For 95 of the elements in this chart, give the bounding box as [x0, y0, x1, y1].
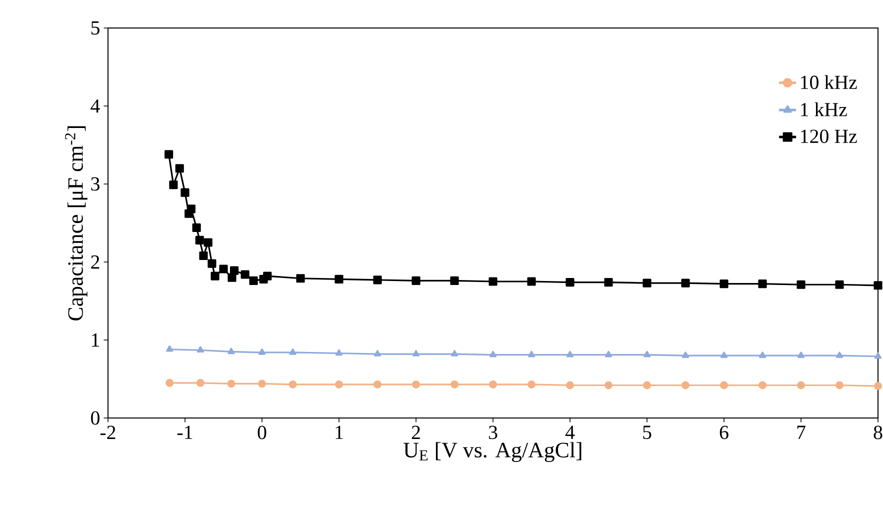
point [450, 350, 458, 356]
point [227, 380, 236, 388]
point [527, 277, 536, 286]
point [758, 280, 767, 288]
point [836, 352, 844, 358]
x-tick-label: -2 [100, 426, 116, 439]
point [192, 223, 201, 232]
point [228, 273, 236, 282]
x-tick-label: 1 [336, 426, 343, 439]
point [720, 280, 728, 288]
point [240, 270, 250, 279]
point [489, 380, 497, 388]
point [210, 272, 220, 280]
point [450, 380, 458, 388]
point [374, 350, 382, 356]
point [566, 278, 574, 287]
point [797, 381, 805, 390]
point [373, 276, 382, 284]
point [263, 272, 272, 280]
x-tick-label: 4 [565, 426, 575, 439]
point [196, 346, 204, 353]
point [196, 378, 204, 387]
point [195, 236, 204, 244]
x-tick-label: 5 [643, 426, 652, 440]
point [682, 352, 690, 358]
point [835, 280, 844, 289]
x-tick-label: 7 [797, 426, 806, 439]
point [180, 188, 190, 197]
x-tick-label: 6 [720, 426, 728, 440]
point [874, 382, 882, 390]
point [412, 350, 420, 356]
point [528, 350, 536, 358]
point [335, 380, 343, 388]
y-axis-title: Capacitance [μF cm$^{-2}$] [65, 126, 88, 320]
point [566, 350, 574, 358]
point [528, 380, 536, 388]
point [796, 280, 806, 289]
point [204, 238, 212, 247]
point [175, 164, 184, 173]
point [450, 276, 459, 286]
legend-label: 1 kHz [801, 102, 847, 116]
point [797, 352, 805, 358]
legend-label: 120 Hz [801, 130, 857, 144]
point [164, 150, 174, 159]
x-tick-label: 2 [412, 426, 420, 439]
point [642, 278, 652, 288]
point [228, 348, 235, 354]
point [681, 278, 690, 288]
point [412, 380, 420, 388]
x-tick-label: -1 [177, 426, 192, 439]
point [249, 276, 258, 286]
y-tick-label: 3 [91, 177, 100, 191]
point [758, 352, 766, 358]
point [643, 350, 651, 358]
legend-label: 10 kHz [801, 75, 857, 90]
point [230, 266, 239, 275]
point [288, 380, 297, 388]
y-tick-label: 1 [92, 333, 100, 347]
point [720, 381, 728, 390]
point [412, 276, 420, 286]
point [720, 352, 728, 358]
point [186, 204, 196, 214]
point [166, 378, 174, 387]
point [208, 259, 216, 268]
point [682, 381, 690, 390]
point [489, 350, 497, 358]
point [334, 274, 344, 284]
x-tick-label: 8 [874, 426, 882, 440]
point [166, 345, 174, 352]
point [836, 381, 844, 390]
y-tick-label: 5 [91, 21, 100, 35]
point [604, 381, 612, 390]
point [758, 381, 766, 390]
point [335, 349, 343, 356]
point [374, 380, 382, 388]
x-tick-label: 3 [488, 426, 498, 440]
point [874, 352, 882, 359]
point [219, 264, 228, 274]
point [604, 278, 613, 287]
point [604, 350, 612, 358]
point [643, 381, 651, 390]
point [199, 251, 208, 260]
point [566, 381, 574, 390]
y-tick-label: 0 [91, 411, 100, 425]
point [289, 348, 296, 355]
point [874, 281, 882, 290]
x-tick-label: 0 [258, 426, 266, 440]
x-axis-title: U$_{E}$ [V vs. Ag/AgCl] [404, 442, 582, 462]
y-tick-label: 2 [91, 255, 100, 269]
point [169, 180, 178, 190]
point [296, 274, 305, 283]
point [488, 277, 498, 286]
point [258, 348, 266, 355]
y-tick-label: 4 [90, 99, 100, 113]
point [258, 380, 266, 388]
